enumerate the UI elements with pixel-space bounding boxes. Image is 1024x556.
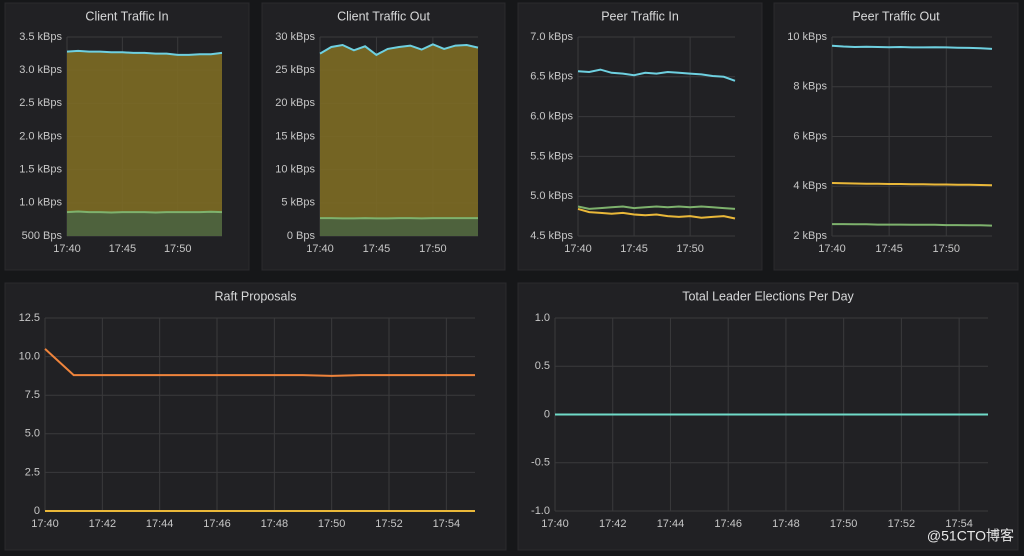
- x-tick-label: 17:54: [945, 518, 973, 530]
- x-tick-label: 17:40: [31, 518, 59, 530]
- y-tick-label: 3.5 kBps: [19, 31, 62, 43]
- series-line: [319, 43, 479, 57]
- panel: [517, 2, 763, 271]
- x-tick-label: 17:40: [564, 243, 592, 255]
- x-tick-label: 17:40: [53, 243, 81, 255]
- y-tick-label: 15 kBps: [275, 130, 315, 142]
- panel-title: Raft Proposals: [215, 289, 297, 303]
- series-line: [577, 207, 736, 220]
- y-tick-label: 0: [34, 505, 40, 517]
- y-tick-label: 2.0 kBps: [19, 130, 62, 142]
- y-tick-label: 6.5 kBps: [530, 71, 573, 83]
- y-tick-label: 1.0 kBps: [19, 197, 62, 209]
- x-tick-label: 17:52: [375, 518, 403, 530]
- x-tick-label: 17:42: [599, 518, 627, 530]
- panel: [517, 282, 1019, 551]
- panel-title: Peer Traffic Out: [852, 9, 940, 23]
- y-tick-label: 20 kBps: [275, 97, 315, 109]
- y-tick-label: 1.5 kBps: [19, 164, 62, 176]
- series-line: [66, 210, 223, 214]
- watermark: @51CTO博客: [927, 528, 1014, 544]
- series-line: [66, 49, 223, 56]
- x-tick-label: 17:50: [318, 518, 346, 530]
- x-tick-label: 17:42: [89, 518, 117, 530]
- y-tick-label: -1.0: [531, 505, 550, 517]
- y-tick-label: 25 kBps: [275, 64, 315, 76]
- series-line: [831, 44, 993, 50]
- y-tick-label: 1.0: [535, 312, 550, 324]
- series-line: [832, 223, 993, 227]
- series-line: [577, 205, 736, 210]
- y-tick-label: 8 kBps: [793, 81, 827, 93]
- x-tick-label: 17:44: [146, 518, 174, 530]
- x-tick-label: 17:46: [714, 518, 742, 530]
- y-tick-label: 0: [544, 408, 550, 420]
- y-tick-label: 5.0: [25, 428, 40, 440]
- y-tick-label: 10 kBps: [275, 164, 315, 176]
- panel-title: Total Leader Elections Per Day: [682, 289, 854, 303]
- y-tick-label: 4.5 kBps: [530, 230, 573, 242]
- series-area: [67, 211, 222, 236]
- y-tick-label: 4 kBps: [793, 180, 827, 192]
- y-tick-label: 6 kBps: [793, 130, 827, 142]
- series-area: [320, 44, 478, 236]
- x-tick-label: 17:50: [419, 243, 447, 255]
- x-tick-label: 17:40: [541, 518, 569, 530]
- series-area: [67, 50, 222, 237]
- x-tick-label: 17:50: [676, 243, 704, 255]
- series-line: [44, 348, 475, 377]
- panel: [4, 282, 507, 551]
- y-tick-label: 5.0 kBps: [530, 190, 573, 202]
- x-tick-label: 17:46: [203, 518, 231, 530]
- x-tick-label: 17:44: [657, 518, 685, 530]
- y-tick-label: 10.0: [19, 351, 40, 363]
- y-tick-label: 0.5: [535, 360, 550, 372]
- series-line: [577, 68, 736, 82]
- x-tick-label: 17:50: [164, 243, 192, 255]
- x-tick-label: 17:48: [261, 518, 289, 530]
- x-tick-label: 17:45: [620, 243, 648, 255]
- x-tick-label: 17:45: [109, 243, 137, 255]
- x-tick-label: 17:40: [818, 243, 846, 255]
- y-tick-label: 500 Bps: [22, 230, 63, 242]
- series-area: [320, 218, 478, 236]
- y-tick-label: 10 kBps: [787, 31, 827, 43]
- y-tick-label: 7.0 kBps: [530, 31, 573, 43]
- y-tick-label: 5.5 kBps: [530, 150, 573, 162]
- y-tick-label: 12.5: [19, 312, 40, 324]
- y-tick-label: 5 kBps: [281, 197, 315, 209]
- panel-title: Peer Traffic In: [601, 9, 679, 23]
- y-tick-label: 2 kBps: [793, 230, 827, 242]
- x-tick-label: 17:40: [306, 243, 334, 255]
- y-tick-label: 2.5: [25, 466, 40, 478]
- y-tick-label: 3.0 kBps: [19, 64, 62, 76]
- y-tick-label: 7.5: [25, 389, 40, 401]
- x-tick-label: 17:45: [363, 243, 391, 255]
- panel-title: Client Traffic In: [85, 9, 168, 23]
- y-tick-label: 2.5 kBps: [19, 97, 62, 109]
- x-tick-label: 17:54: [433, 518, 461, 530]
- y-tick-label: -0.5: [531, 457, 550, 469]
- y-tick-label: 0 Bps: [287, 230, 316, 242]
- x-tick-label: 17:45: [875, 243, 903, 255]
- y-tick-label: 6.0 kBps: [530, 111, 573, 123]
- x-tick-label: 17:50: [933, 243, 961, 255]
- x-tick-label: 17:52: [888, 518, 916, 530]
- x-tick-label: 17:48: [772, 518, 800, 530]
- series-line: [831, 182, 993, 187]
- y-tick-label: 30 kBps: [275, 31, 315, 43]
- x-tick-label: 17:50: [830, 518, 858, 530]
- panel-title: Client Traffic Out: [337, 9, 430, 23]
